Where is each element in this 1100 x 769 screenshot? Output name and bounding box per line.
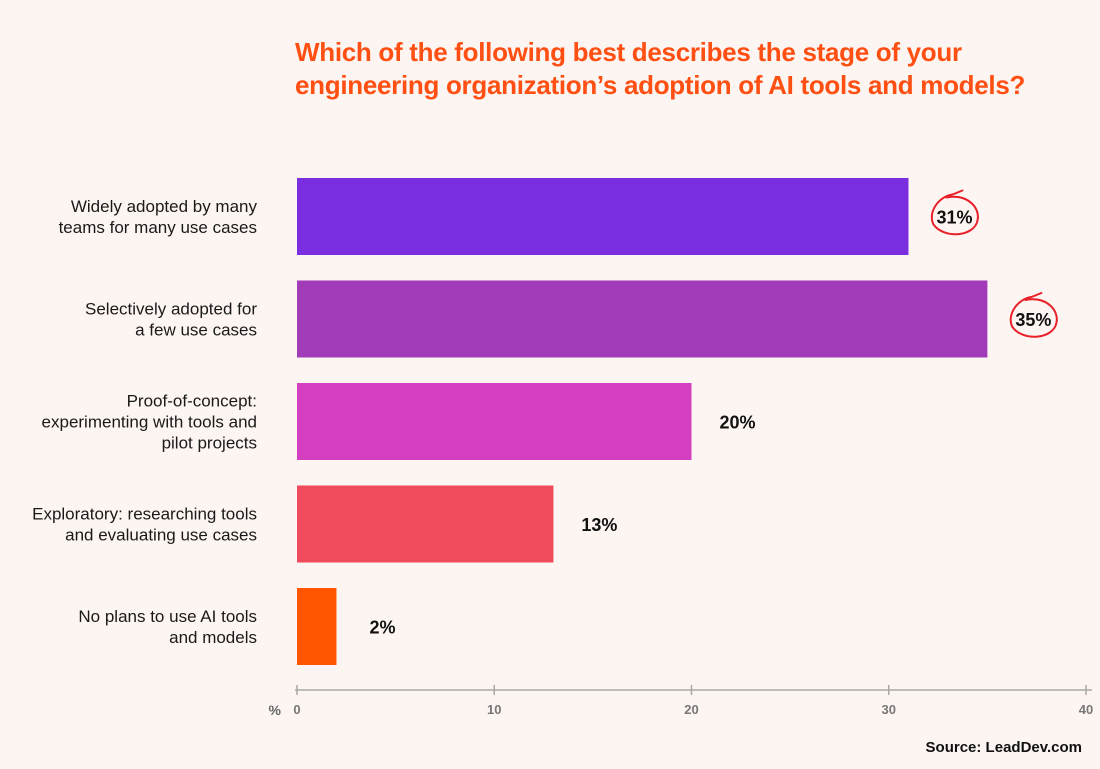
category-label-4-line-2: and evaluating use cases — [65, 526, 257, 545]
x-tick-label-0: 0 — [293, 702, 300, 717]
category-label-1-line-2: teams for many use cases — [59, 218, 257, 237]
value-highlight-circle-2 — [1009, 292, 1058, 338]
value-label-5: 2% — [369, 618, 395, 638]
x-axis-label: % — [269, 702, 282, 718]
bar-1 — [297, 178, 909, 255]
category-label-5-line-1: No plans to use AI tools — [78, 607, 257, 626]
bar-3 — [297, 383, 692, 460]
category-label-3-line-1: Proof-of-concept: — [127, 392, 257, 411]
x-tick-label-40: 40 — [1079, 702, 1093, 717]
bar-4 — [297, 485, 554, 563]
value-highlight-circle-1 — [930, 189, 979, 236]
bar-2 — [297, 280, 988, 358]
x-tick-label-20: 20 — [684, 702, 698, 717]
chart-title-line-2: engineering organization’s adoption of A… — [295, 70, 1026, 100]
category-label-3-line-3: pilot projects — [162, 434, 257, 453]
x-tick-label-30: 30 — [882, 702, 896, 717]
value-label-3: 20% — [719, 413, 755, 433]
category-label-2-line-2: a few use cases — [135, 321, 257, 340]
chart-title: Which of the following best describes th… — [295, 36, 1055, 102]
chart-title-line-1: Which of the following best describes th… — [295, 37, 962, 67]
category-label-5-line-2: and models — [169, 628, 257, 647]
category-label-1-line-1: Widely adopted by many — [71, 197, 258, 216]
value-label-1: 31% — [936, 208, 972, 228]
bar-5 — [297, 588, 337, 665]
category-label-3-line-2: experimenting with tools and — [42, 413, 257, 432]
category-label-2-line-1: Selectively adopted for — [85, 300, 257, 319]
category-label-4-line-1: Exploratory: researching tools — [32, 505, 257, 524]
value-label-2: 35% — [1015, 310, 1051, 330]
x-tick-label-10: 10 — [487, 702, 501, 717]
source-credit: Source: LeadDev.com — [925, 739, 1082, 756]
value-label-4: 13% — [581, 515, 617, 535]
